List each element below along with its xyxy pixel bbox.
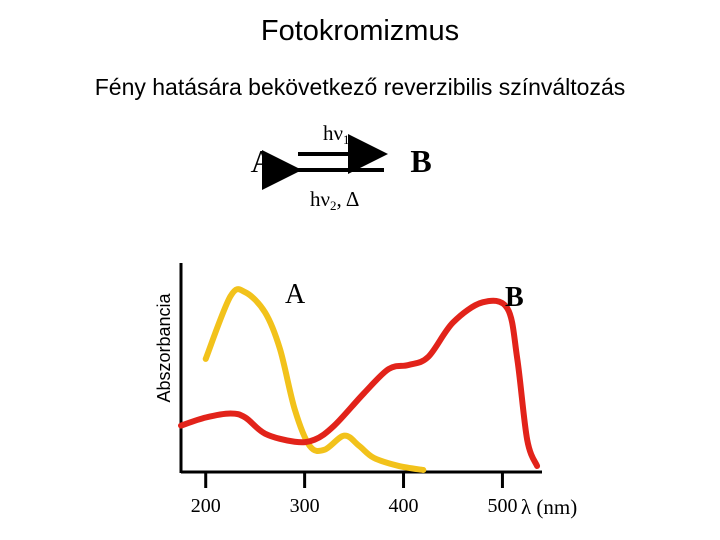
backward-label: hν2, Δ (310, 187, 359, 213)
forward-symbol: hν (323, 121, 343, 145)
x-axis-ticks: 200 300 400 500 (191, 472, 517, 517)
series-label-b: B (505, 282, 524, 313)
y-axis-label: Abszorbancia (154, 292, 174, 402)
reaction-species-a: A (250, 143, 273, 179)
x-tick-label: 400 (389, 495, 419, 517)
backward-symbol: hν (310, 187, 330, 211)
series-label-a: A (285, 279, 306, 310)
x-tick-label: 500 (487, 495, 517, 517)
page-subtitle: Fény hatására bekövetkező reverzibilis s… (94, 74, 626, 100)
backward-subscript: 2 (330, 198, 337, 213)
backward-suffix: , Δ (337, 187, 360, 211)
spectrum-curve-a (202, 286, 427, 473)
reaction-scheme: A B hν1 hν2, Δ (250, 121, 431, 213)
spectrum-curve-b (178, 297, 541, 469)
absorbance-chart: Abszorbancia 200 300 400 500 A B λ (nm) (154, 263, 577, 519)
page-title: Fotokromizmus (260, 15, 460, 47)
x-tick-label: 200 (191, 495, 221, 517)
x-tick-label: 300 (290, 495, 320, 517)
reaction-species-b: B (410, 143, 431, 179)
x-axis-label: λ (nm) (521, 495, 577, 519)
forward-label: hν1 (323, 121, 350, 147)
forward-subscript: 1 (343, 132, 350, 147)
spectra (178, 286, 541, 473)
